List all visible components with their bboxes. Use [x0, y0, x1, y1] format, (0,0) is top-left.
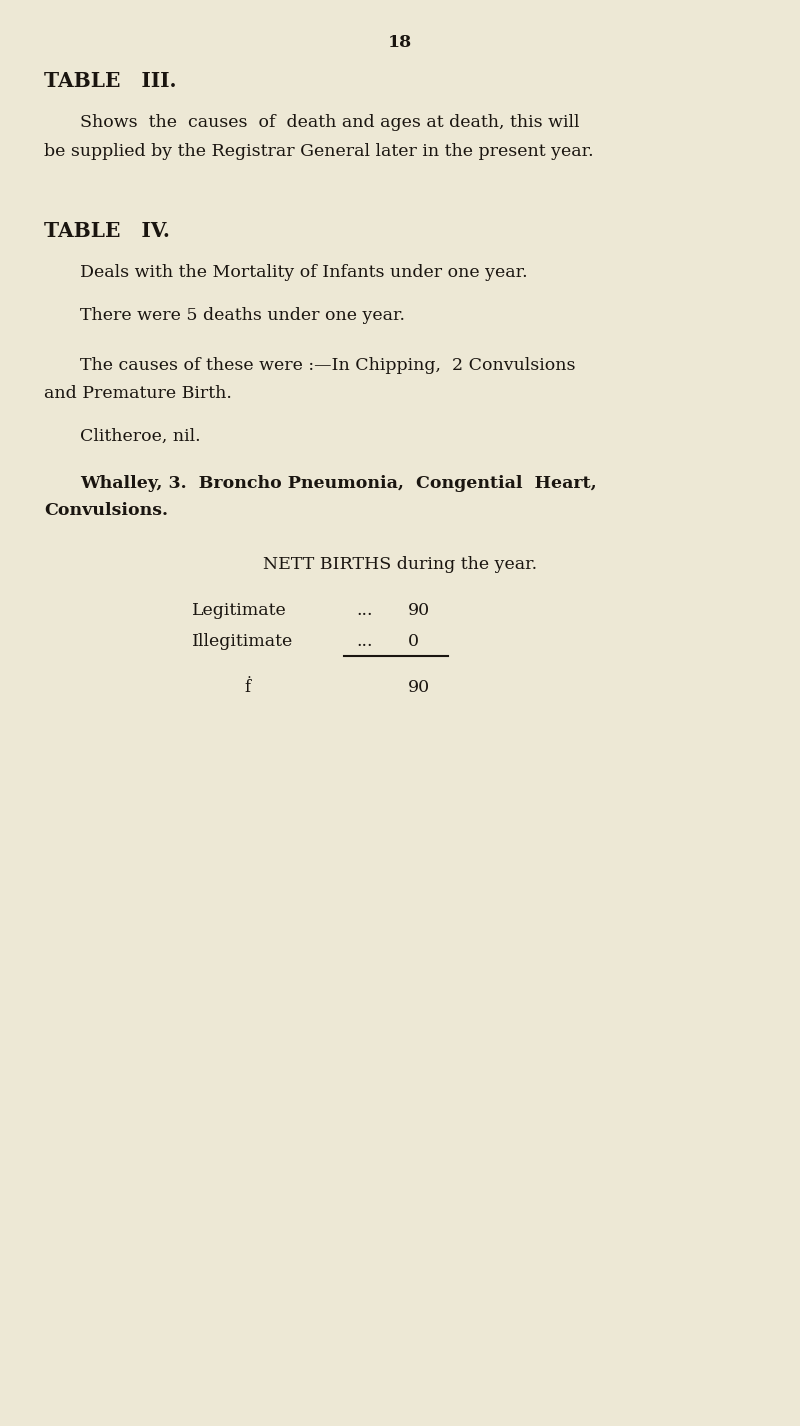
Text: Deals with the Mortality of Infants under one year.: Deals with the Mortality of Infants unde…: [80, 264, 528, 281]
Text: 18: 18: [388, 34, 412, 51]
Text: Convulsions.: Convulsions.: [44, 502, 168, 519]
Text: TABLE   IV.: TABLE IV.: [44, 221, 170, 241]
Text: Shows  the  causes  of  death and ages at death, this will: Shows the causes of death and ages at de…: [80, 114, 579, 131]
Text: TABLE   III.: TABLE III.: [44, 71, 177, 91]
Text: Whalley, 3.  Broncho Pneumonia,  Congential  Heart,: Whalley, 3. Broncho Pneumonia, Congentia…: [80, 475, 597, 492]
Text: There were 5 deaths under one year.: There were 5 deaths under one year.: [80, 307, 405, 324]
Text: Legitimate: Legitimate: [192, 602, 286, 619]
Text: ...: ...: [356, 633, 373, 650]
Text: ḟ: ḟ: [244, 679, 250, 696]
Text: The causes of these were :—In Chipping,  2 Convulsions: The causes of these were :—In Chipping, …: [80, 356, 575, 374]
Text: Clitheroe, nil.: Clitheroe, nil.: [80, 428, 201, 445]
Text: be supplied by the Registrar General later in the present year.: be supplied by the Registrar General lat…: [44, 143, 594, 160]
Text: 0: 0: [408, 633, 419, 650]
Text: 90: 90: [408, 602, 430, 619]
Text: ...: ...: [356, 602, 373, 619]
Text: Illegitimate: Illegitimate: [192, 633, 294, 650]
Text: 90: 90: [408, 679, 430, 696]
Text: and Premature Birth.: and Premature Birth.: [44, 385, 232, 402]
Text: NETT BIRTHS during the year.: NETT BIRTHS during the year.: [263, 556, 537, 573]
